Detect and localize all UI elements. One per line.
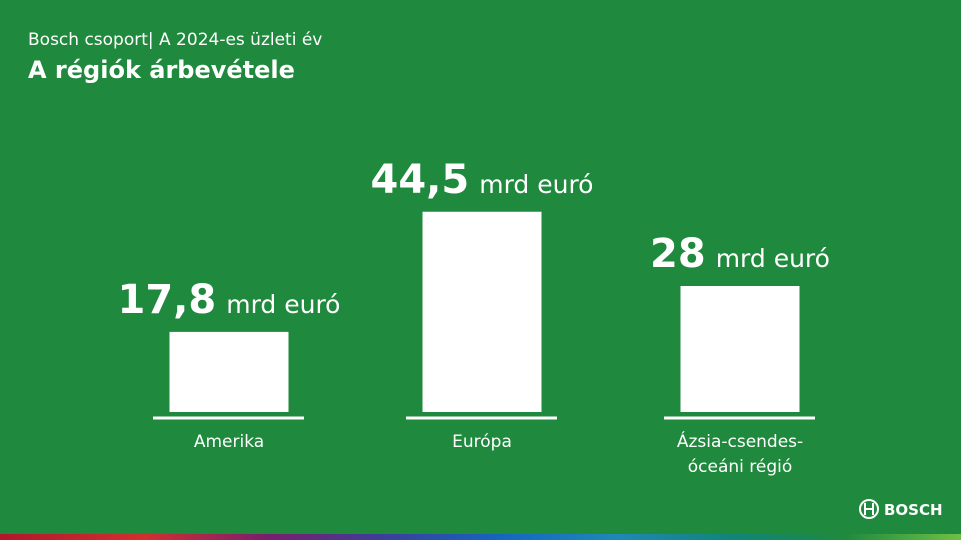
color-stripe [0, 534, 961, 540]
logo: BOSCH [859, 499, 943, 519]
category-label: Amerika [193, 432, 265, 452]
category-label: Ázsia-csendes-óceáni régió [676, 432, 804, 477]
brand-logo: BOSCH [884, 501, 943, 519]
value-label: 17,8 mrd euró [118, 277, 341, 323]
value-number: 44,5 [371, 157, 470, 203]
value-unit: mrd euró [716, 244, 830, 273]
value-unit: mrd euró [226, 290, 340, 319]
bar [169, 331, 289, 412]
chart-subtitle: Bosch csoport| A 2024-es üzleti év [28, 30, 322, 50]
value-unit: mrd euró [479, 170, 593, 199]
chart-title: A régiók árbevétele [28, 56, 295, 84]
value-label: 28 mrd euró [650, 231, 830, 277]
value-number: 28 [650, 231, 706, 277]
value-number: 17,8 [118, 277, 217, 323]
category-label: Európa [452, 432, 512, 452]
bar [680, 286, 800, 412]
value-label: 44,5 mrd euró [371, 157, 594, 203]
bar [422, 211, 542, 412]
